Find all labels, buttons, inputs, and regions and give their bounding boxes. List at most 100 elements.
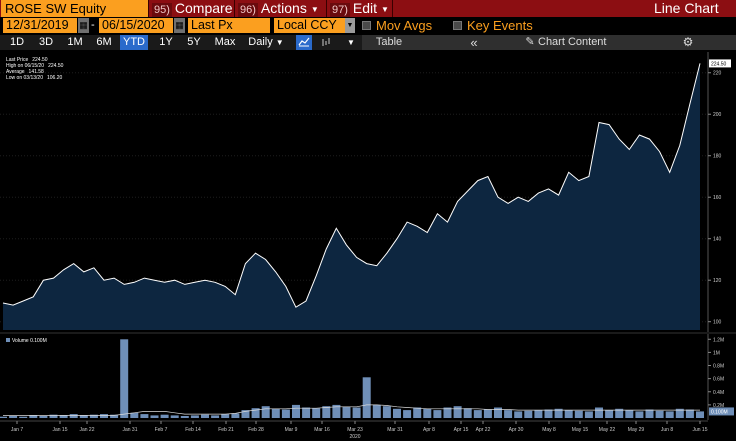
- volume-bar: [615, 408, 624, 418]
- chart-panel-bar: Table « ✎ Chart Content ⚙: [362, 35, 736, 50]
- period-3d[interactable]: 3D: [38, 36, 54, 48]
- start-date-field[interactable]: 12/31/2019: [3, 18, 77, 33]
- volume-bar: [332, 404, 341, 418]
- mov-avgs-checkbox[interactable]: [362, 21, 371, 30]
- line-chart-icon[interactable]: [296, 35, 312, 50]
- volume-bar: [685, 409, 694, 418]
- x-tick-label: Mar 23: [347, 427, 363, 433]
- volume-bar: [413, 407, 422, 418]
- period-5y[interactable]: 5Y: [187, 36, 201, 48]
- price-tick-label: 100: [713, 320, 722, 326]
- volume-bar: [322, 406, 331, 418]
- price-field-select[interactable]: Last Px: [188, 18, 270, 33]
- volume-bar: [19, 416, 28, 418]
- table-button[interactable]: Table: [375, 36, 403, 48]
- period-max[interactable]: Max: [214, 36, 236, 48]
- volume-tick-label: 0.4M: [713, 390, 724, 396]
- volume-tick-label: 0.6M: [713, 377, 724, 383]
- last-volume-label: 0.100M: [711, 409, 728, 415]
- security-field[interactable]: ROSE SW Equity: [1, 0, 148, 17]
- actions-button[interactable]: 96) Actions ▼: [238, 0, 319, 18]
- x-tick-label: Apr 15: [454, 427, 469, 433]
- volume-bar: [79, 415, 88, 418]
- gear-icon[interactable]: ⚙: [682, 35, 694, 49]
- volume-bar: [110, 414, 119, 418]
- volume-bar: [9, 416, 18, 418]
- volume-bar: [372, 404, 381, 418]
- legend-last-price: Last Price 224.50: [6, 57, 48, 63]
- x-tick-label: May 29: [628, 427, 645, 433]
- compare-button[interactable]: 95) Compare: [152, 0, 233, 18]
- volume-tick-label: 1M: [713, 350, 720, 356]
- date-range-dash: -: [91, 19, 95, 31]
- price-volume-chart[interactable]: 100 120 140 160 180 200 220 224.50 0.2M 0.4M 0.6M 0…: [0, 50, 736, 441]
- chevron-down-icon[interactable]: ▼: [345, 18, 355, 33]
- volume-bar: [49, 414, 58, 418]
- volume-bar: [433, 410, 442, 418]
- last-volume-tag: [709, 407, 734, 416]
- actions-number: 96): [238, 3, 258, 18]
- x-tick-label: Feb 14: [185, 427, 201, 433]
- volume-average-line: [3, 404, 700, 416]
- price-tick-label: 140: [713, 237, 722, 243]
- edit-label: Edit: [352, 0, 378, 16]
- chart-content-button[interactable]: Chart Content: [538, 36, 607, 48]
- calendar-icon[interactable]: ▦: [174, 18, 185, 33]
- volume-bar: [423, 408, 432, 418]
- volume-bar: [231, 413, 240, 418]
- period-1m[interactable]: 1M: [67, 36, 83, 48]
- key-events-checkbox[interactable]: [453, 21, 462, 30]
- volume-bar: [312, 408, 321, 418]
- volume-bar: [584, 411, 593, 418]
- calendar-icon[interactable]: ▦: [78, 18, 89, 33]
- volume-bar: [514, 411, 523, 418]
- volume-bar: [675, 408, 684, 418]
- volume-bar: [655, 410, 664, 418]
- x-tick-label: Jan 7: [11, 427, 23, 433]
- last-price-label: 224.50: [711, 61, 727, 67]
- volume-bar: [271, 408, 280, 418]
- period-6m[interactable]: 6M: [96, 36, 112, 48]
- volume-bar: [302, 407, 311, 418]
- volume-bar: [241, 410, 250, 418]
- volume-bar: [352, 407, 361, 418]
- volume-bar: [69, 414, 78, 418]
- period-1y[interactable]: 1Y: [159, 36, 173, 48]
- price-tick-label: 200: [713, 112, 722, 118]
- period-ytd[interactable]: YTD: [120, 35, 148, 50]
- volume-bar: [120, 339, 129, 418]
- x-tick-label: Mar 9: [285, 427, 298, 433]
- chevron-down-icon[interactable]: ▼: [347, 38, 355, 47]
- volume-bar: [201, 414, 209, 418]
- volume-bar: [342, 406, 351, 418]
- volume-tick-label: 1.2M: [713, 337, 724, 343]
- bar-chart-icon[interactable]: [318, 35, 334, 50]
- volume-bar: [645, 409, 654, 418]
- x-tick-label: Feb 21: [218, 427, 234, 433]
- compare-number: 95): [152, 3, 172, 18]
- edit-number: 97): [330, 3, 350, 18]
- volume-bar: [625, 410, 634, 418]
- separator: [326, 0, 327, 17]
- x-tick-label: Feb 28: [248, 427, 264, 433]
- collapse-left-icon[interactable]: «: [470, 35, 478, 50]
- legend-low: Low on 03/13/20 106.20: [6, 75, 63, 81]
- frequency-select[interactable]: Daily ▼: [242, 35, 290, 50]
- volume-bar: [696, 411, 704, 418]
- edit-button[interactable]: 97) Edit ▼: [330, 0, 389, 18]
- x-tick-label: Jun 8: [661, 427, 673, 433]
- volume-bar: [251, 408, 260, 418]
- chevron-down-icon: ▼: [275, 38, 284, 47]
- end-date-field[interactable]: 06/15/2020: [99, 18, 173, 33]
- separator: [148, 0, 149, 17]
- volume-bar: [665, 411, 674, 418]
- currency-select[interactable]: Local CCY: [274, 18, 345, 33]
- period-1d[interactable]: 1D: [9, 36, 25, 48]
- mov-avgs-label[interactable]: Mov Avgs: [376, 18, 433, 33]
- compare-label: Compare: [174, 0, 233, 16]
- volume-bar: [180, 416, 189, 418]
- volume-bar: [463, 408, 472, 418]
- key-events-label[interactable]: Key Events: [467, 18, 533, 33]
- x-tick-label: Jan 31: [122, 427, 137, 433]
- x-tick-label: May 15: [572, 427, 589, 433]
